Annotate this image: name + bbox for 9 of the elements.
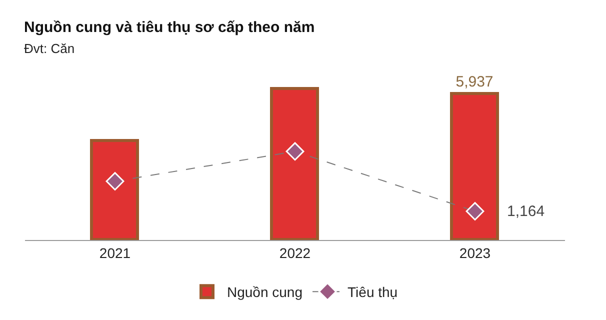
x-tick-label: 2021 [99,244,131,261]
legend-label: Tiêu thụ [348,284,398,300]
x-tick-label: 2022 [279,244,311,261]
legend-label: Nguồn cung [227,284,303,300]
data-label: 1,164 [507,203,545,220]
chart-subtitle: Đvt: Căn [24,41,75,56]
data-label: 5,937 [456,74,494,90]
chart-title: Nguồn cung và tiêu thụ sơ cấp theo năm [24,19,315,36]
x-tick-label: 2023 [459,244,491,261]
